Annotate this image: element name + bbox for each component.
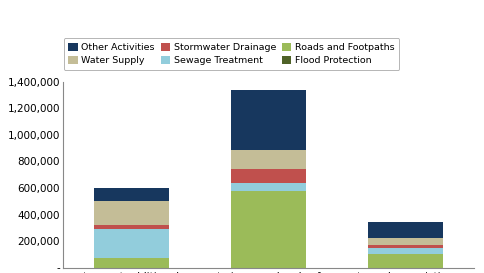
Bar [368, 254, 443, 268]
Bar [231, 90, 306, 150]
Bar [368, 245, 443, 248]
Bar [368, 238, 443, 245]
Bar [94, 201, 169, 225]
Bar [231, 170, 306, 183]
Bar [94, 229, 169, 258]
Bar [231, 183, 306, 191]
Bar [231, 150, 306, 170]
Bar [231, 191, 306, 268]
Bar [368, 222, 443, 238]
Legend: Other Activities, Water Supply, Stormwater Drainage, Sewage Treatment, Roads and: Other Activities, Water Supply, Stormwat… [63, 38, 399, 70]
Bar [368, 248, 443, 254]
Bar [94, 258, 169, 268]
Bar [94, 225, 169, 229]
Bar [94, 188, 169, 201]
